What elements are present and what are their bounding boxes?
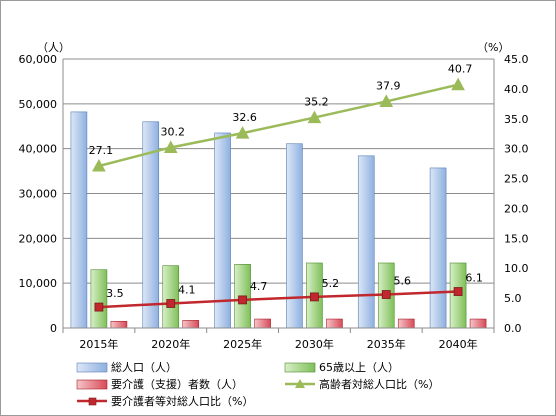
legend-swatch [76, 362, 108, 373]
line-elderly-ratio [98, 83, 459, 168]
data-label-care-ratio: 4.1 [178, 283, 196, 296]
marker-elderly-ratio [379, 94, 394, 107]
y-right-tick-label: 5.0 [504, 292, 522, 305]
labels-layer: 0 10,000 20,000 30,000 40,000 50,000 60,000 0.0… [19, 41, 529, 351]
legend-marker [295, 379, 305, 388]
y-right-tick-label: 20.0 [504, 202, 529, 215]
legend-care-recipients: 要介護（支援）者数（人） [76, 377, 243, 391]
marker-elderly-ratio [451, 77, 465, 91]
bar-total-population [357, 155, 375, 329]
data-label-elderly-ratio: 40.7 [448, 63, 473, 76]
data-label-care-ratio: 4.7 [250, 280, 268, 293]
x-tick-label: 2020年 [151, 337, 190, 351]
legend-total-population: 総人口（人） [76, 360, 177, 374]
y-right-tick-label: 45.0 [504, 53, 529, 66]
y-left-tick-label: 40,000 [19, 143, 58, 156]
marker-elderly-ratio [92, 158, 106, 172]
y-left-tick-label: 0 [50, 322, 57, 335]
x-tick-label: 2035年 [367, 337, 406, 351]
y-right-unit: （%） [477, 41, 509, 54]
legend-care-ratio: 要介護者等対総人口比（%） [77, 394, 253, 408]
data-label-care-ratio: 3.5 [106, 287, 124, 300]
marker-elderly-ratio [163, 140, 178, 153]
marker-elderly-ratio [307, 110, 322, 124]
x-tick-label: 2030年 [295, 337, 334, 351]
data-label-elderly-ratio: 35.2 [304, 96, 329, 109]
data-label-elderly-ratio: 27.1 [89, 144, 114, 157]
legend-label: 65歳以上（人） [319, 361, 399, 374]
legend-label: 要介護（支援）者数（人） [111, 377, 243, 391]
y-right-tick-label: 40.0 [504, 83, 529, 96]
y-left-tick-label: 20,000 [19, 232, 58, 245]
bar-care-recipients [326, 318, 343, 329]
line-care-ratio [98, 290, 459, 309]
legend-swatch [284, 362, 316, 373]
legend-label: 要介護者等対総人口比（%） [111, 394, 253, 408]
y-left-tick-label: 50,000 [19, 98, 58, 111]
legend-label: 高齢者対総人口比（%） [319, 377, 439, 391]
data-label-care-ratio: 5.6 [394, 275, 412, 288]
bar-aged-65-plus [90, 269, 108, 329]
y-right-tick-label: 10.0 [504, 262, 529, 275]
y-right-tick-label: 35.0 [504, 113, 529, 126]
grid-layer [63, 58, 494, 329]
legend-marker [88, 397, 97, 406]
bar-aged-65-plus [162, 265, 180, 329]
bar-total-population [429, 167, 447, 329]
y-left-tick-label: 30,000 [19, 188, 58, 201]
legend-elderly-ratio: 高齢者対総人口比（%） [285, 377, 439, 391]
legend-swatch [76, 379, 108, 390]
bar-care-recipients [469, 318, 487, 329]
y-left-tick-label: 60,000 [19, 53, 58, 66]
x-tick-label: 2040年 [439, 337, 478, 351]
lines-layer [92, 77, 465, 312]
data-label-elderly-ratio: 32.6 [232, 111, 257, 124]
y-left-tick-label: 10,000 [19, 277, 58, 290]
data-label-elderly-ratio: 37.9 [376, 79, 401, 92]
y-right-tick-label: 30.0 [504, 143, 529, 156]
bars-layer [70, 111, 487, 329]
axes-layer [62, 59, 495, 333]
y-right-tick-label: 15.0 [504, 232, 529, 245]
marker-care-ratio [238, 295, 247, 305]
y-left-unit: （人） [37, 41, 70, 54]
bar-care-recipients [182, 320, 200, 329]
bar-total-population [70, 111, 88, 329]
marker-care-ratio [166, 299, 176, 308]
x-tick-label: 2015年 [79, 337, 118, 351]
bar-care-recipients [254, 318, 271, 329]
marker-care-ratio [381, 290, 391, 299]
bar-total-population [214, 132, 231, 329]
legend-aged-65-plus: 65歳以上（人） [284, 361, 399, 374]
marker-care-ratio [310, 292, 319, 302]
data-label-care-ratio: 6.1 [465, 272, 483, 285]
marker-care-ratio [94, 302, 104, 312]
y-right-tick-label: 0.0 [504, 322, 522, 335]
bar-care-recipients [110, 320, 128, 329]
x-tick-label: 2025年 [223, 337, 262, 351]
marker-care-ratio [453, 287, 463, 296]
bar-total-population [286, 143, 303, 329]
marker-elderly-ratio [235, 126, 250, 139]
bar-care-recipients [397, 318, 415, 329]
legend-layer: 総人口（人） 65歳以上（人） 要介護（支援）者数（人） 高齢者対総人口比（%） 要介護… [76, 360, 439, 408]
y-right-tick-label: 25.0 [504, 173, 529, 186]
data-label-care-ratio: 5.2 [322, 277, 340, 290]
data-label-elderly-ratio: 30.2 [161, 125, 186, 138]
legend-label: 総人口（人） [111, 360, 177, 374]
